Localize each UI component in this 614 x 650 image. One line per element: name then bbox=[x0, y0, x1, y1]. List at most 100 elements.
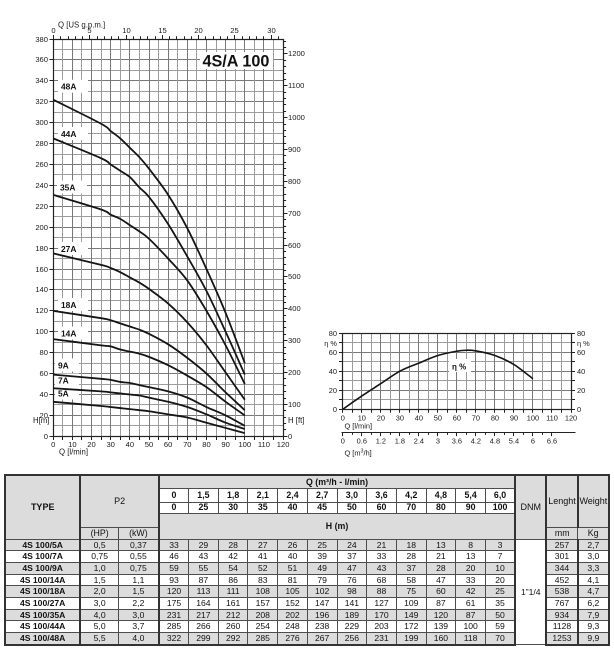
svg-text:27A: 27A bbox=[61, 244, 76, 254]
svg-text:180: 180 bbox=[35, 244, 48, 253]
svg-text:240: 240 bbox=[35, 181, 48, 190]
svg-text:90: 90 bbox=[510, 413, 518, 422]
svg-text:25: 25 bbox=[230, 26, 238, 35]
svg-text:3.6: 3.6 bbox=[452, 436, 462, 445]
svg-text:120: 120 bbox=[35, 306, 48, 315]
svg-text:3: 3 bbox=[436, 436, 440, 445]
svg-text:η %: η % bbox=[324, 339, 337, 348]
svg-text:40: 40 bbox=[126, 440, 134, 449]
svg-text:0: 0 bbox=[51, 440, 55, 449]
svg-text:320: 320 bbox=[35, 97, 48, 106]
svg-text:380: 380 bbox=[35, 35, 48, 44]
svg-text:900: 900 bbox=[288, 145, 301, 154]
svg-text:5: 5 bbox=[87, 26, 91, 35]
svg-text:40: 40 bbox=[40, 390, 48, 399]
svg-text:1.2: 1.2 bbox=[376, 436, 386, 445]
svg-text:140: 140 bbox=[35, 285, 48, 294]
svg-text:0: 0 bbox=[333, 405, 337, 414]
svg-text:300: 300 bbox=[288, 336, 301, 345]
svg-text:80: 80 bbox=[577, 329, 585, 338]
svg-text:70: 70 bbox=[472, 413, 480, 422]
svg-text:10: 10 bbox=[358, 413, 366, 422]
svg-text:600: 600 bbox=[288, 241, 301, 250]
svg-text:500: 500 bbox=[288, 272, 301, 281]
svg-text:40: 40 bbox=[329, 367, 337, 376]
svg-text:20: 20 bbox=[87, 440, 95, 449]
svg-text:90: 90 bbox=[221, 440, 229, 449]
svg-text:0: 0 bbox=[51, 26, 55, 35]
svg-text:Q [l/min]: Q [l/min] bbox=[345, 421, 373, 430]
svg-text:100: 100 bbox=[527, 413, 539, 422]
svg-text:H[m]: H[m] bbox=[33, 416, 49, 425]
svg-text:1100: 1100 bbox=[288, 81, 304, 90]
svg-text:0: 0 bbox=[577, 405, 581, 414]
svg-text:48A: 48A bbox=[61, 82, 76, 92]
svg-text:35A: 35A bbox=[60, 183, 75, 193]
svg-text:100: 100 bbox=[288, 400, 301, 409]
svg-text:0: 0 bbox=[341, 413, 345, 422]
svg-text:Q [US g.p.m.]: Q [US g.p.m.] bbox=[58, 21, 105, 30]
svg-text:40: 40 bbox=[577, 367, 585, 376]
svg-text:200: 200 bbox=[288, 368, 301, 377]
svg-text:20: 20 bbox=[577, 386, 585, 395]
svg-text:4S/A 100: 4S/A 100 bbox=[203, 52, 270, 70]
svg-text:0: 0 bbox=[44, 432, 48, 441]
svg-text:0: 0 bbox=[341, 436, 345, 445]
svg-text:20: 20 bbox=[40, 411, 48, 420]
svg-text:340: 340 bbox=[35, 76, 48, 85]
svg-text:20: 20 bbox=[194, 26, 202, 35]
svg-text:20: 20 bbox=[329, 386, 337, 395]
svg-text:10: 10 bbox=[122, 26, 130, 35]
svg-text:700: 700 bbox=[288, 209, 301, 218]
svg-text:50: 50 bbox=[434, 413, 442, 422]
svg-text:6: 6 bbox=[531, 436, 535, 445]
svg-text:2.4: 2.4 bbox=[414, 436, 424, 445]
svg-text:H [ft]: H [ft] bbox=[288, 416, 304, 425]
svg-text:5A: 5A bbox=[58, 389, 69, 399]
svg-text:14A: 14A bbox=[61, 329, 76, 339]
svg-text:0: 0 bbox=[288, 432, 292, 441]
svg-text:4.2: 4.2 bbox=[471, 436, 481, 445]
svg-text:100: 100 bbox=[238, 440, 251, 449]
svg-text:60: 60 bbox=[577, 348, 585, 357]
svg-text:20: 20 bbox=[377, 413, 385, 422]
svg-text:5.4: 5.4 bbox=[509, 436, 519, 445]
svg-text:120: 120 bbox=[565, 413, 577, 422]
svg-text:Q [m3/h]: Q [m3/h] bbox=[345, 449, 372, 458]
svg-text:80: 80 bbox=[491, 413, 499, 422]
svg-text:0.6: 0.6 bbox=[357, 436, 367, 445]
svg-text:300: 300 bbox=[35, 118, 48, 127]
svg-text:360: 360 bbox=[35, 55, 48, 64]
svg-text:80: 80 bbox=[202, 440, 210, 449]
svg-text:80: 80 bbox=[329, 329, 337, 338]
svg-text:60: 60 bbox=[453, 413, 461, 422]
svg-text:260: 260 bbox=[35, 160, 48, 169]
svg-text:1000: 1000 bbox=[288, 113, 305, 122]
svg-text:1200: 1200 bbox=[288, 49, 305, 58]
svg-text:Q [l/min]: Q [l/min] bbox=[59, 448, 88, 457]
svg-text:110: 110 bbox=[258, 440, 270, 449]
svg-text:10: 10 bbox=[68, 440, 76, 449]
svg-text:6.6: 6.6 bbox=[547, 436, 557, 445]
svg-text:30: 30 bbox=[267, 26, 275, 35]
svg-text:7A: 7A bbox=[58, 376, 69, 386]
svg-text:800: 800 bbox=[288, 177, 301, 186]
svg-text:18A: 18A bbox=[61, 300, 76, 310]
svg-text:120: 120 bbox=[277, 440, 290, 449]
svg-text:220: 220 bbox=[35, 202, 48, 211]
svg-text:80: 80 bbox=[40, 348, 48, 357]
svg-text:160: 160 bbox=[35, 265, 48, 274]
svg-text:η %: η % bbox=[577, 339, 590, 348]
svg-text:50: 50 bbox=[145, 440, 153, 449]
svg-text:60: 60 bbox=[40, 369, 48, 378]
svg-text:9A: 9A bbox=[58, 361, 69, 371]
svg-text:100: 100 bbox=[35, 327, 48, 336]
svg-text:30: 30 bbox=[106, 440, 114, 449]
svg-text:200: 200 bbox=[35, 223, 48, 232]
svg-text:70: 70 bbox=[183, 440, 191, 449]
svg-text:110: 110 bbox=[546, 413, 558, 422]
svg-text:4.8: 4.8 bbox=[490, 436, 500, 445]
svg-text:400: 400 bbox=[288, 304, 301, 313]
svg-text:60: 60 bbox=[164, 440, 172, 449]
svg-text:30: 30 bbox=[396, 413, 404, 422]
